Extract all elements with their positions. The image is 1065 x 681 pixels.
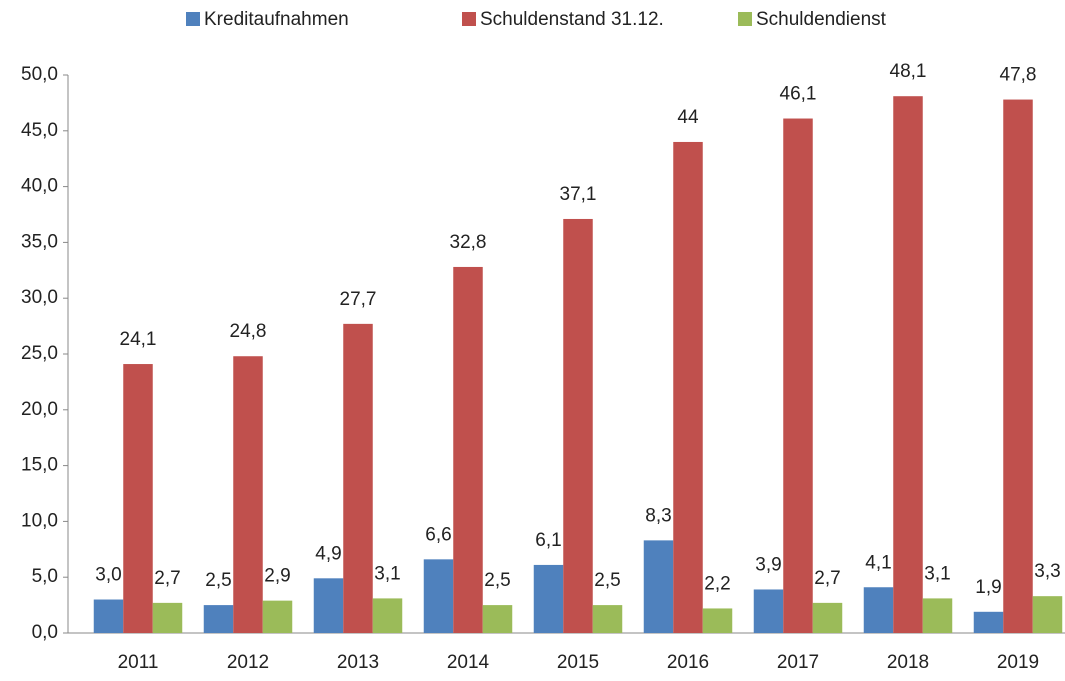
y-tick-label: 40,0 [21,176,58,197]
data-label: 3,1 [374,563,400,584]
y-tick-label: 20,0 [21,399,58,420]
bar [423,559,454,633]
bar [863,587,894,633]
bar [123,364,153,633]
bar [673,141,703,633]
bar [482,605,513,633]
bar [922,598,953,633]
y-tick-label: 30,0 [21,287,58,308]
bar [152,602,183,633]
x-tick-label: 2013 [337,652,379,673]
legend-swatch [462,12,476,26]
x-tick-label: 2012 [227,652,269,673]
y-tick-label: 15,0 [21,455,58,476]
bar [753,589,784,633]
y-tick-label: 5,0 [32,566,58,587]
data-label: 2,2 [704,573,730,594]
data-label: 2,5 [484,570,510,591]
y-tick-label: 50,0 [21,64,58,85]
x-tick-label: 2011 [118,652,159,673]
bar [1032,596,1063,633]
data-label: 48,1 [890,61,927,82]
y-tick-label: 0,0 [32,622,58,643]
bar [533,564,564,633]
legend-label: Kreditaufnahmen [204,9,349,30]
legend-label: Schuldenstand 31.12. [480,9,664,30]
y-tick-label: 10,0 [21,510,58,531]
y-tick-label: 35,0 [21,231,58,252]
data-label: 4,9 [315,543,341,564]
y-tick-label: 25,0 [21,343,58,364]
y-tick-label: 45,0 [21,120,58,141]
bar [643,540,674,633]
bar [203,605,234,633]
data-label: 44 [677,107,699,128]
data-label: 8,3 [645,505,671,526]
data-label: 2,5 [205,570,231,591]
bar [702,608,733,633]
x-tick-label: 2014 [447,652,490,673]
bar [1003,99,1033,633]
x-tick-label: 2018 [887,652,929,673]
legend-swatch [186,12,200,26]
bar [93,599,124,633]
data-label: 2,5 [594,570,620,591]
data-label: 2,7 [154,568,180,589]
data-label: 24,1 [120,329,157,350]
data-label: 46,1 [780,84,817,105]
bar [343,323,373,633]
data-label: 6,6 [425,524,451,545]
x-tick-label: 2017 [777,652,819,673]
data-label: 32,8 [450,232,487,253]
bar [893,96,923,634]
bar [783,118,813,634]
legend-swatch [738,12,752,26]
data-label: 47,8 [1000,65,1037,86]
bar [233,356,263,633]
data-label: 3,0 [95,565,121,586]
data-label: 27,7 [340,289,377,310]
data-label: 4,1 [865,552,891,573]
data-label: 24,8 [230,321,267,342]
bar [592,605,623,633]
bar [262,600,293,633]
legend-label: Schuldendienst [756,9,887,30]
data-label: 3,1 [924,563,950,584]
bar [973,611,1004,633]
data-label: 2,9 [264,566,290,587]
data-label: 3,9 [755,554,781,575]
x-tick-label: 2019 [997,652,1039,673]
data-label: 3,3 [1034,561,1060,582]
x-tick-label: 2016 [667,652,709,673]
bar [372,598,403,633]
data-label: 6,1 [535,530,561,551]
x-tick-label: 2015 [557,652,599,673]
bar [313,578,344,633]
bar [453,266,483,633]
data-label: 2,7 [814,568,840,589]
data-label: 37,1 [560,184,597,205]
bar [563,218,593,634]
data-label: 1,9 [975,577,1001,598]
bar [812,602,843,633]
